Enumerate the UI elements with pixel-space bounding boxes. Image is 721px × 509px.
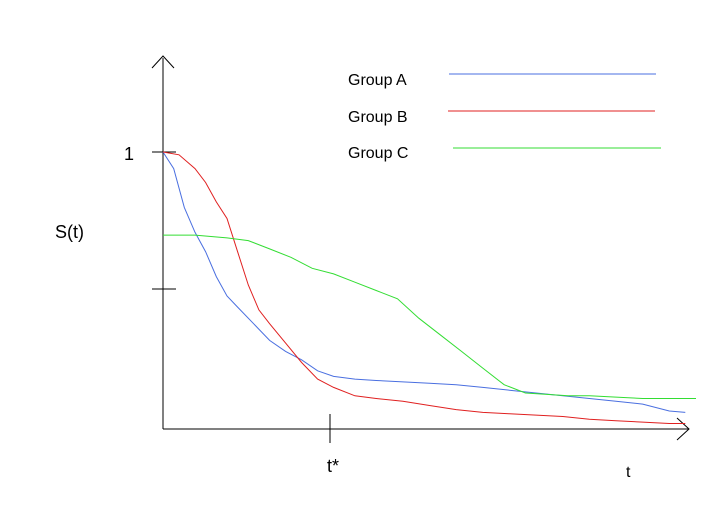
legend-label-group-a: Group A xyxy=(348,72,407,89)
y-axis-label: S(t) xyxy=(55,222,84,242)
x-axis-arrow xyxy=(676,417,690,441)
legend-entry-group-c: Group C xyxy=(348,145,661,162)
x-marker-label: t* xyxy=(327,456,339,476)
y-tick-label: 1 xyxy=(124,144,134,164)
axes xyxy=(151,55,690,443)
legend-label-group-b: Group B xyxy=(348,109,408,126)
legend: Group A Group B Group C xyxy=(348,72,661,162)
series-line-group-a xyxy=(162,151,686,413)
y-axis-arrow xyxy=(151,55,175,69)
legend-entry-group-b: Group B xyxy=(348,109,655,126)
legend-entry-group-a: Group A xyxy=(348,72,656,89)
legend-label-group-c: Group C xyxy=(348,145,408,162)
series-line-group-c xyxy=(163,234,696,399)
series-line-group-b xyxy=(162,151,686,424)
series-layer xyxy=(162,151,696,424)
x-axis-label: t xyxy=(626,464,631,481)
